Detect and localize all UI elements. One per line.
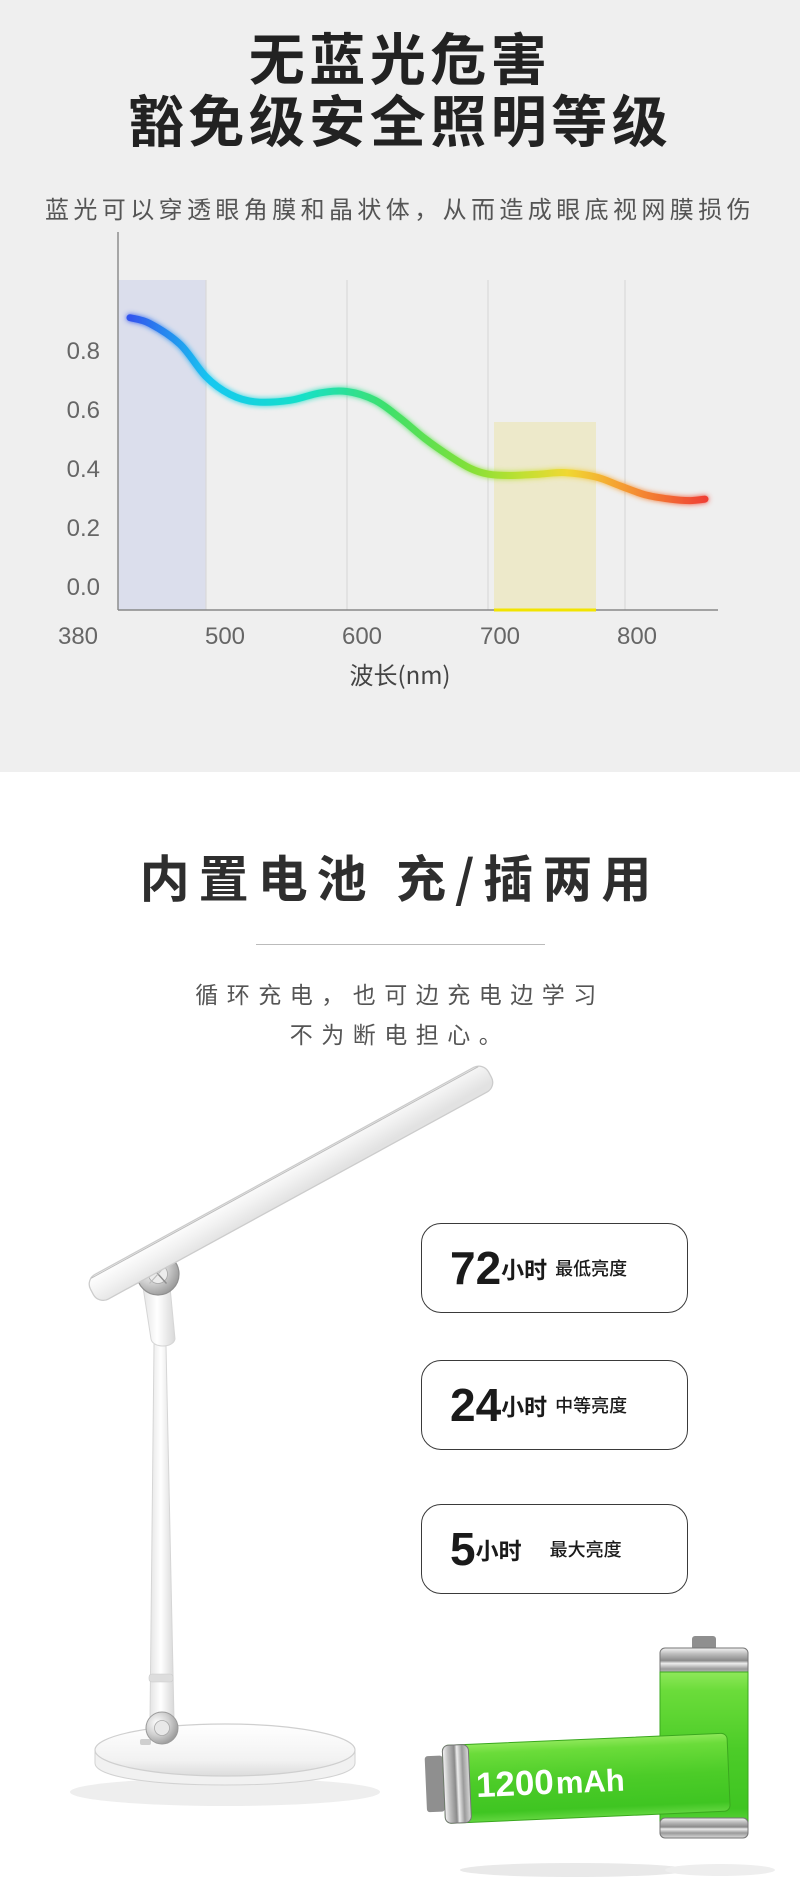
svg-text:0.8: 0.8 [67, 338, 100, 365]
svg-text:800: 800 [617, 623, 657, 650]
svg-text:0.0: 0.0 [67, 574, 100, 601]
svg-text:波长(nm): 波长(nm) [349, 656, 450, 691]
svg-text:0.2: 0.2 [67, 515, 100, 542]
svg-text:600: 600 [342, 623, 382, 650]
svg-text:380: 380 [58, 623, 98, 650]
svg-text:1200mAh: 1200mAh [475, 1760, 625, 1805]
svg-text:700: 700 [480, 623, 520, 650]
svg-text:0.6: 0.6 [67, 397, 100, 424]
svg-text:0.4: 0.4 [67, 456, 100, 483]
svg-text:500: 500 [205, 623, 245, 650]
